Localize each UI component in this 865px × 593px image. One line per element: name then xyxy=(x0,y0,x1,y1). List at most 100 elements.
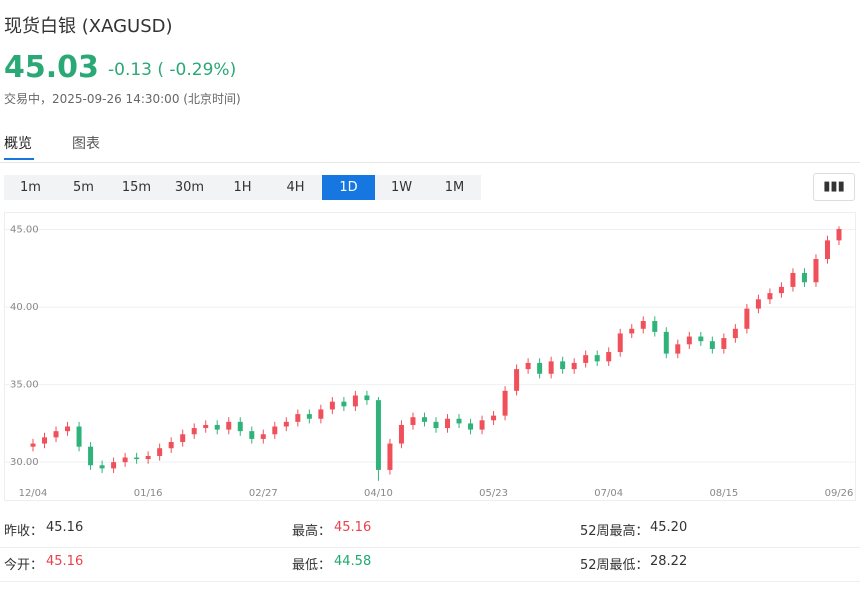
candle-body xyxy=(111,462,117,469)
chart: 30.00 35.00 40.00 45.00 12/04 01/16 02/27 04/10… xyxy=(4,212,856,501)
candle-body xyxy=(203,424,209,429)
candle-body xyxy=(30,443,36,447)
candle-body xyxy=(606,352,612,362)
candle-body xyxy=(364,395,370,401)
candle-body xyxy=(398,424,404,444)
candle-body xyxy=(122,457,128,463)
x-tick-label: 08/15 xyxy=(709,488,738,499)
candle-body xyxy=(76,426,82,447)
candle-body xyxy=(502,390,508,416)
tab-underline xyxy=(4,158,34,160)
stat-value: 28.22 xyxy=(650,554,688,569)
tab[interactable]: 图表 xyxy=(72,136,100,152)
candle-body xyxy=(410,417,416,425)
candle-body xyxy=(341,401,347,407)
chart-frame xyxy=(4,212,856,501)
stat-label: 昨收： xyxy=(4,524,44,539)
stat-label: 52周最高： xyxy=(580,524,649,539)
candle-body xyxy=(191,428,197,435)
candle-body xyxy=(352,395,358,407)
candle-body xyxy=(479,420,485,430)
row-divider xyxy=(0,547,860,548)
candle-body xyxy=(491,415,497,421)
candle-body xyxy=(237,421,243,432)
candle-body xyxy=(214,424,220,430)
x-tick-label: 09/26 xyxy=(825,488,854,499)
stat-label: 最高： xyxy=(292,524,332,539)
stat-value: 44.58 xyxy=(334,554,372,569)
candle-body xyxy=(755,299,761,309)
candle-body xyxy=(709,341,715,349)
candle-body xyxy=(560,361,566,370)
candle-body xyxy=(525,362,531,370)
interval-button[interactable]: 30m xyxy=(163,175,216,200)
stat-value: 45.20 xyxy=(650,520,688,535)
interval-button[interactable]: 1M xyxy=(428,175,481,200)
candle-body xyxy=(42,437,48,444)
candle-body xyxy=(318,409,324,419)
candle-body xyxy=(329,401,335,410)
candle-body xyxy=(836,229,842,241)
candle-body xyxy=(514,369,520,391)
interval-button[interactable]: 5m xyxy=(57,175,110,200)
candle-body xyxy=(548,361,554,374)
candle-body xyxy=(537,362,543,374)
x-tick-label: 12/04 xyxy=(19,488,48,499)
candle-body xyxy=(698,336,704,342)
interval-button[interactable]: 1W xyxy=(375,175,428,200)
candle-body xyxy=(721,338,727,349)
interval-button[interactable]: 15m xyxy=(110,175,163,200)
divider xyxy=(0,162,860,163)
candle-body xyxy=(583,355,589,363)
stat-label: 52周最低： xyxy=(580,558,649,573)
candle-body xyxy=(778,286,784,294)
title: 现货白银 (XAGUSD) xyxy=(4,16,173,37)
candle-body xyxy=(283,421,289,427)
y-tick-label: 35.00 xyxy=(10,380,39,391)
chart-type-button[interactable]: ▮▮▮ xyxy=(813,173,855,201)
interval-button[interactable]: 1D xyxy=(322,175,375,200)
stat-label: 今开： xyxy=(4,558,44,573)
candle-body xyxy=(375,400,381,470)
candle-body xyxy=(421,417,427,422)
status: 交易中，2025-09-26 14:30:00 (北京时间) xyxy=(4,92,241,106)
stat-label: 最低： xyxy=(292,558,332,573)
price: 45.03 xyxy=(4,50,99,85)
candle-body xyxy=(226,421,232,430)
x-tick-label: 05/23 xyxy=(479,488,508,499)
change: -0.13 ( -0.29%) xyxy=(108,60,237,80)
interval-button[interactable]: 4H xyxy=(269,175,322,200)
candle-body xyxy=(686,336,692,345)
candle-body xyxy=(767,293,773,300)
candle-body xyxy=(433,421,439,429)
candle-body xyxy=(675,344,681,354)
x-tick-label: 07/04 xyxy=(594,488,623,499)
candle-body xyxy=(157,448,163,456)
x-tick-label: 01/16 xyxy=(134,488,163,499)
row-divider xyxy=(0,581,860,582)
candle-body xyxy=(456,418,462,424)
candle-body xyxy=(571,362,577,370)
candle-body xyxy=(65,426,71,432)
candle-body xyxy=(168,442,174,449)
stat-value: 45.16 xyxy=(46,520,84,535)
tab[interactable]: 概览 xyxy=(4,136,32,152)
candle-body xyxy=(640,321,646,329)
candle-body xyxy=(594,355,600,362)
candle-body xyxy=(629,328,635,334)
y-tick-label: 30.00 xyxy=(10,457,39,468)
interval-button[interactable]: 1m xyxy=(4,175,57,200)
candle-body xyxy=(468,423,474,430)
candle-body xyxy=(790,272,796,287)
stat-value: 45.16 xyxy=(46,554,84,569)
stat-value: 45.16 xyxy=(334,520,372,535)
candle-body xyxy=(295,414,301,422)
candle-body xyxy=(732,328,738,339)
candle-body xyxy=(801,272,807,283)
candle-body xyxy=(260,434,266,439)
candle-body xyxy=(53,431,59,438)
candle-body xyxy=(180,434,186,443)
interval-button[interactable]: 1H xyxy=(216,175,269,200)
y-tick-label: 45.00 xyxy=(10,225,39,236)
